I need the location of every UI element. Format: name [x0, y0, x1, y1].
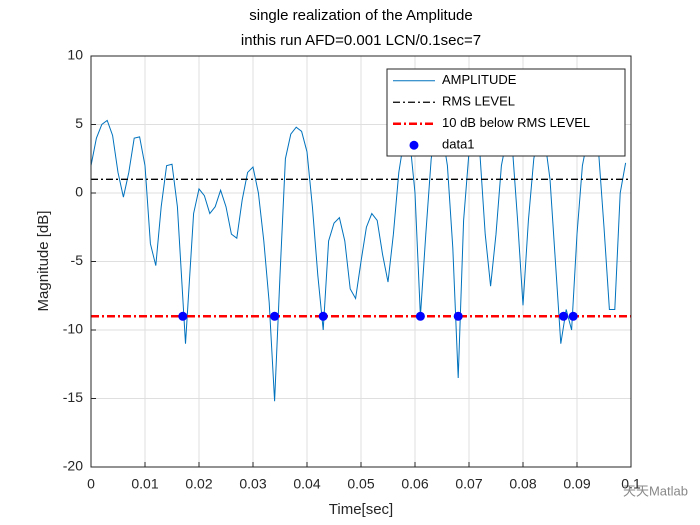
x-tick-label: 0.06: [401, 476, 428, 492]
legend-label: data1: [442, 137, 475, 152]
x-tick-label: 0: [87, 476, 95, 492]
chart-title: single realization of the Amplitude: [249, 7, 472, 24]
marker: [318, 311, 328, 321]
x-tick-label: 0.04: [293, 476, 320, 492]
watermark: 天天Matlab: [623, 483, 688, 498]
y-axis-label: Magnitude [dB]: [35, 211, 52, 312]
axes-box: [90, 55, 632, 468]
marker: [178, 311, 188, 321]
x-tick-label: 0.1: [621, 476, 641, 492]
x-tick-label: 0.09: [563, 476, 590, 492]
y-tick-label: 10: [67, 47, 83, 63]
chart-subtitle: inthis run AFD=0.001 LCN/0.1sec=7: [241, 32, 481, 49]
x-tick-label: 0.07: [455, 476, 482, 492]
y-tick-label: -10: [63, 321, 83, 337]
legend-box: [386, 68, 626, 157]
y-tick-label: 0: [75, 184, 83, 200]
legend-swatch: [409, 140, 419, 150]
x-axis-label: Time[sec]: [329, 501, 393, 518]
y-tick-label: 5: [75, 115, 83, 131]
legend-label: RMS LEVEL: [442, 94, 515, 109]
marker: [453, 311, 463, 321]
legend-label: AMPLITUDE: [442, 72, 517, 87]
x-tick-label: 0.03: [239, 476, 266, 492]
marker: [415, 311, 425, 321]
y-tick-label: -5: [71, 252, 84, 268]
x-tick-label: 0.02: [185, 476, 212, 492]
marker: [568, 311, 578, 321]
y-tick-label: -20: [63, 458, 83, 474]
marker: [559, 311, 568, 321]
x-tick-label: 0.08: [509, 476, 536, 492]
legend-label: 10 dB below RMS LEVEL: [442, 115, 590, 130]
y-tick-label: -15: [63, 389, 83, 405]
x-tick-label: 0.01: [131, 476, 158, 492]
x-tick-label: 0.05: [347, 476, 374, 492]
marker: [270, 311, 280, 321]
